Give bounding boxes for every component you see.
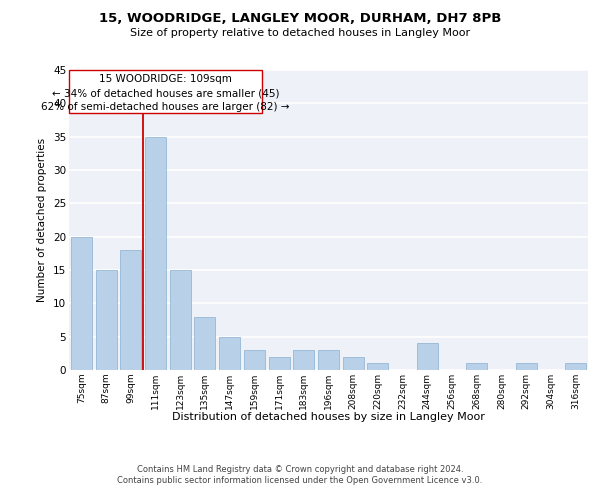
- Text: 15 WOODRIDGE: 109sqm: 15 WOODRIDGE: 109sqm: [99, 74, 232, 85]
- Bar: [244, 350, 265, 370]
- Bar: [95, 270, 116, 370]
- Bar: [293, 350, 314, 370]
- Y-axis label: Number of detached properties: Number of detached properties: [37, 138, 47, 302]
- Text: ← 34% of detached houses are smaller (45): ← 34% of detached houses are smaller (45…: [52, 88, 279, 99]
- FancyBboxPatch shape: [69, 70, 262, 114]
- Bar: [219, 336, 240, 370]
- Bar: [71, 236, 92, 370]
- Text: Distribution of detached houses by size in Langley Moor: Distribution of detached houses by size …: [172, 412, 485, 422]
- Text: Contains public sector information licensed under the Open Government Licence v3: Contains public sector information licen…: [118, 476, 482, 485]
- Text: Contains HM Land Registry data © Crown copyright and database right 2024.: Contains HM Land Registry data © Crown c…: [137, 465, 463, 474]
- Bar: [417, 344, 438, 370]
- Bar: [565, 364, 586, 370]
- Bar: [120, 250, 141, 370]
- Text: Size of property relative to detached houses in Langley Moor: Size of property relative to detached ho…: [130, 28, 470, 38]
- Bar: [269, 356, 290, 370]
- Text: 15, WOODRIDGE, LANGLEY MOOR, DURHAM, DH7 8PB: 15, WOODRIDGE, LANGLEY MOOR, DURHAM, DH7…: [99, 12, 501, 26]
- Bar: [170, 270, 191, 370]
- Bar: [194, 316, 215, 370]
- Bar: [343, 356, 364, 370]
- Bar: [367, 364, 388, 370]
- Text: 62% of semi-detached houses are larger (82) →: 62% of semi-detached houses are larger (…: [41, 102, 290, 113]
- Bar: [318, 350, 339, 370]
- Bar: [466, 364, 487, 370]
- Bar: [145, 136, 166, 370]
- Bar: [516, 364, 537, 370]
